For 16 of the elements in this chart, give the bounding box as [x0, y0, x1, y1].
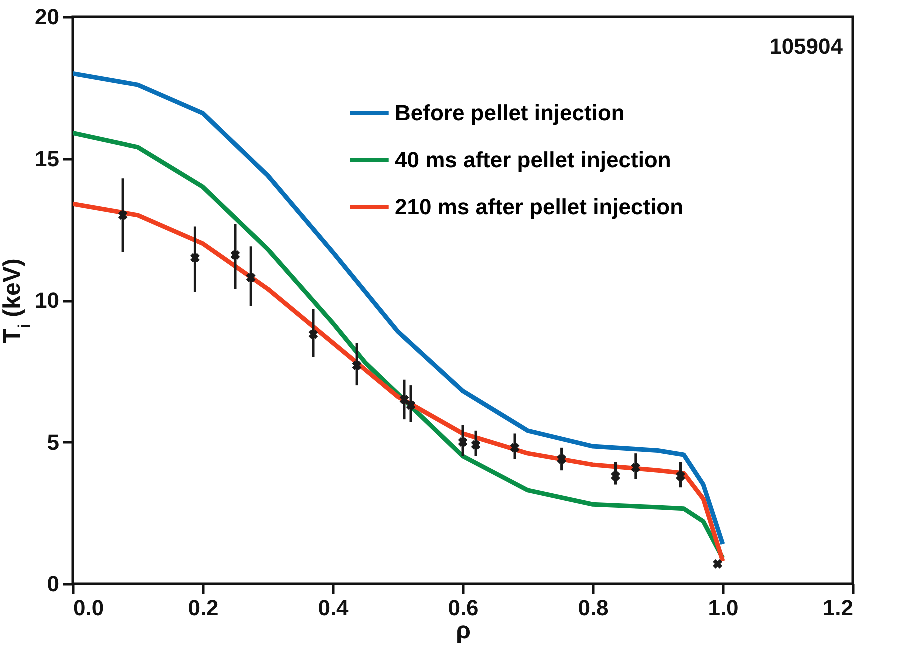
x-tick-label: 0.6 — [448, 596, 479, 620]
legend-label: Before pellet injection — [395, 100, 625, 126]
y-tick-label: 5 — [47, 430, 60, 455]
x-tick-label: 0.0 — [74, 596, 104, 620]
legend-label: 40 ms after pellet injection — [395, 148, 672, 172]
x-tick-label: 0.4 — [318, 596, 350, 620]
annotation: 105904 — [770, 34, 844, 59]
legend-label: 210 ms after pellet injection — [395, 194, 684, 220]
x-tick-label: 1.0 — [708, 596, 739, 620]
x-tick-label: 0.8 — [578, 596, 609, 620]
y-tick-label: 0 — [47, 572, 60, 596]
y-tick-label: 15 — [35, 146, 60, 172]
y-tick-label: 20 — [35, 4, 60, 30]
x-tick-label: 0.2 — [188, 596, 219, 620]
y-tick-label: 10 — [35, 288, 60, 313]
x-tick-label: 1.2 — [822, 596, 854, 620]
